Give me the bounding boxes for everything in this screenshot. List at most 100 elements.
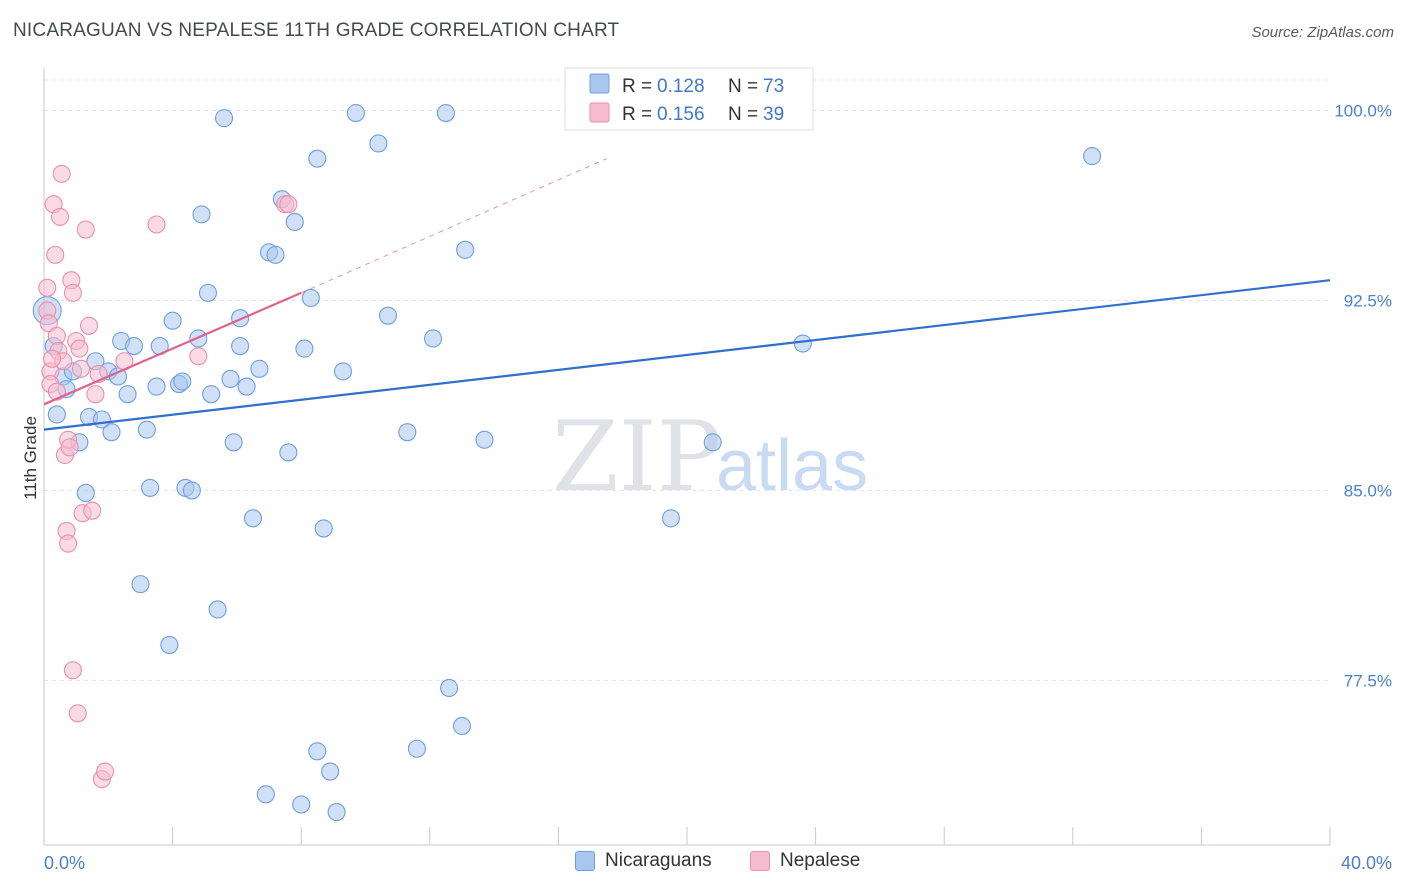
axes-layer: 77.5% 85.0% 92.5% 100.0% [43, 68, 1392, 846]
nicaraguan-point [147, 377, 166, 396]
nicaraguan-point [224, 433, 243, 452]
legend-swatch-pink [589, 102, 610, 123]
nicaraguan-point [321, 762, 340, 781]
nepalese-point [96, 762, 115, 781]
y-axis-label: 11th Grade [21, 416, 40, 500]
legend-r-value-2: 0.156 [657, 104, 705, 125]
x-tick-min: 0.0% [44, 853, 85, 873]
nicaraguan-point [173, 372, 192, 391]
nicaraguan-point [102, 423, 121, 442]
nicaraguan-point [314, 519, 333, 538]
nepalese-point [47, 326, 66, 345]
nicaraguan-point [308, 149, 327, 168]
nepalese-point [76, 220, 95, 239]
nicaraguan-point [475, 430, 494, 449]
nepalese-point [83, 501, 102, 520]
nicaraguan-point [208, 600, 227, 619]
legend-n-value-2: 39 [763, 104, 784, 125]
nicaraguan-point [456, 240, 475, 259]
nicaraguan-point [1083, 147, 1102, 166]
legend-n-label-2: N = [728, 104, 758, 125]
blue-trend-line [43, 279, 1331, 431]
legend-swatch-blue [589, 73, 610, 94]
nicaraguan-point [250, 359, 269, 378]
nicaraguan-point [266, 245, 285, 264]
nepalese-label: Nepalese [780, 850, 861, 871]
legend-n-label-1: N = [728, 76, 758, 97]
bottom-legend: Nicaraguans Nepalese [0, 850, 1406, 880]
nepalese-point [63, 661, 82, 680]
nicaraguan-point [141, 478, 160, 497]
nicaraguan-point [452, 716, 472, 736]
x-tick-max: 40.0% [1341, 853, 1392, 873]
nepalese-point [59, 534, 78, 553]
nicaraguan-point [243, 509, 263, 528]
nicaraguan-point [124, 337, 144, 356]
nicaraguan-point [378, 306, 398, 325]
nicaraguan-point [163, 311, 182, 330]
nicaraguan-point [198, 283, 218, 302]
nicaraguan-point [661, 509, 680, 528]
nepalese-point [52, 164, 71, 183]
nicaraguan-point [47, 405, 66, 424]
watermark-atlas: atlas [716, 426, 868, 506]
nicaraguan-point [295, 339, 314, 358]
nepalese-point [70, 339, 89, 358]
nicaraguan-point [398, 423, 417, 442]
nicaraguan-point [793, 334, 812, 353]
nicaraguan-point [231, 337, 250, 356]
nicaraguan-point [327, 803, 346, 822]
nepalese-point [46, 245, 65, 264]
nepalese-point [39, 314, 58, 333]
nicaraguan-point [202, 385, 221, 404]
y-tick-label: 100.0% [1334, 102, 1392, 121]
nicaraguan-point [192, 205, 211, 224]
nicaraguan-point [214, 109, 234, 128]
nicaraguan-point [256, 785, 275, 804]
nicaraguan-point [301, 288, 320, 307]
legend-item-nicaraguans: Nicaraguans [575, 850, 712, 872]
legend-r-label-2: R = [622, 104, 652, 125]
nepalese-point [147, 215, 166, 234]
nicaraguan-point [131, 575, 150, 594]
nicaraguans-swatch [575, 851, 595, 871]
trend-layer [43, 158, 1331, 431]
nepalese-point [189, 347, 208, 366]
legend-box: R = 0.128 N = 73 R = 0.156 N = 39 [564, 67, 814, 131]
nepalese-swatch [750, 851, 770, 871]
nicaraguan-point [703, 433, 722, 452]
chart-title: NICARAGUAN VS NEPALESE 11TH GRADE CORREL… [13, 20, 620, 41]
nicaraguan-point [369, 134, 388, 153]
y-tick-label: 77.5% [1344, 671, 1392, 690]
nicaraguan-point [308, 742, 327, 761]
y-tick-label: 92.5% [1344, 291, 1392, 310]
watermark-zip: ZIP [552, 401, 721, 513]
nepalese-point [71, 359, 91, 378]
nicaraguan-point [76, 483, 95, 503]
legend-n-value-1: 73 [763, 76, 784, 97]
nepalese-point [79, 316, 99, 335]
nepalese-point [60, 438, 79, 457]
nicaraguan-point [237, 377, 256, 396]
source-label: Source: ZipAtlas.com [1251, 24, 1394, 41]
pink-trend-line [43, 291, 302, 406]
legend-item-nepalese: Nepalese [750, 850, 860, 872]
nicaraguan-point [292, 795, 311, 814]
pink-trend-extension [300, 158, 607, 294]
nepalese-point [68, 704, 87, 723]
nepalese-point [38, 278, 57, 297]
nicaraguan-point [279, 443, 298, 462]
legend-r-value-1: 0.128 [657, 76, 705, 97]
nicaraguan-point [440, 678, 459, 698]
nicaraguan-point [160, 635, 179, 654]
nicaraguans-label: Nicaraguans [605, 850, 712, 871]
nicaraguan-point [333, 362, 353, 381]
nicaraguan-point [423, 329, 443, 348]
nicaraguan-point [118, 385, 137, 404]
nicaraguan-point [285, 212, 304, 232]
points-layer [32, 104, 1102, 822]
nicaraguan-point [137, 420, 156, 439]
nicaraguan-point [436, 104, 455, 123]
nepalese-point [86, 385, 105, 404]
legend-r-label-1: R = [622, 76, 652, 97]
